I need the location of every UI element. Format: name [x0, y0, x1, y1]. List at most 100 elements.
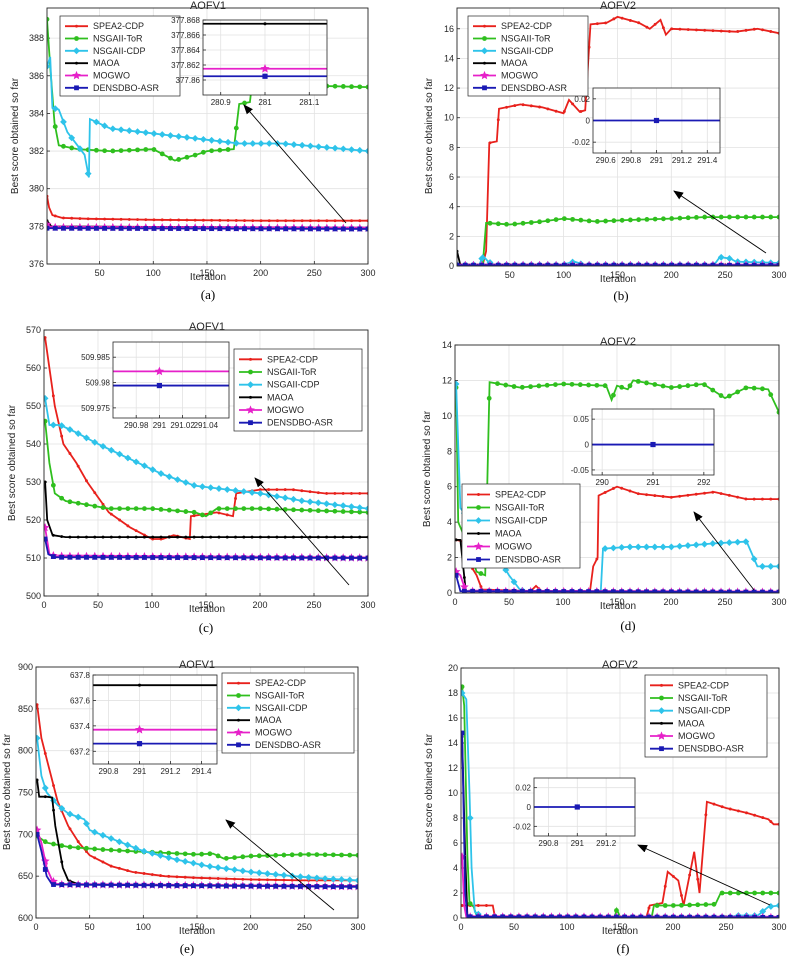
- data-point: [243, 219, 246, 223]
- data-point: [455, 538, 458, 542]
- series-line-nsgaii-tor: [461, 686, 779, 918]
- data-point: [719, 29, 723, 33]
- data-point: [175, 555, 180, 560]
- legend-marker: [249, 357, 252, 361]
- legend-marker: [249, 395, 252, 399]
- data-point: [340, 226, 346, 232]
- data-point: [247, 868, 255, 876]
- data-point: [257, 506, 263, 512]
- data-point: [215, 485, 223, 492]
- data-point: [151, 226, 157, 231]
- data-point: [528, 220, 534, 225]
- x-tick-label: 50: [93, 600, 103, 610]
- data-point: [241, 877, 245, 881]
- y-tick-label: 520: [26, 515, 41, 525]
- inset-data-point: [653, 117, 660, 124]
- data-point: [314, 884, 320, 889]
- x-tick-label: 250: [297, 922, 312, 932]
- y-tick-label: 8: [447, 446, 452, 456]
- data-point: [91, 828, 99, 836]
- data-point: [475, 914, 481, 918]
- data-point: [358, 535, 362, 539]
- data-point: [44, 536, 48, 542]
- data-point: [192, 152, 198, 158]
- data-point: [116, 450, 123, 458]
- data-point: [760, 914, 766, 918]
- data-point: [44, 395, 49, 402]
- data-point: [692, 541, 700, 549]
- data-point: [306, 142, 314, 150]
- data-point: [191, 876, 195, 880]
- data-point: [141, 882, 147, 888]
- data-point: [142, 872, 146, 875]
- data-point: [324, 555, 329, 561]
- y-tick-label: 20: [448, 663, 458, 673]
- data-point: [776, 262, 779, 266]
- legend-label: MAOA: [267, 392, 294, 402]
- data-point: [339, 884, 344, 890]
- data-point: [232, 487, 239, 494]
- data-point: [495, 381, 500, 386]
- data-point: [191, 883, 196, 888]
- data-point: [718, 262, 724, 266]
- data-point: [467, 914, 473, 918]
- axes-frame: [46, 7, 369, 265]
- data-point: [570, 262, 575, 266]
- data-point: [313, 874, 321, 882]
- data-point: [69, 225, 75, 231]
- data-point: [83, 434, 90, 442]
- data-point: [761, 497, 764, 501]
- inset-y-tick-label: 0.05: [573, 415, 589, 424]
- data-point: [107, 446, 115, 454]
- data-point: [226, 218, 230, 222]
- data-point: [117, 506, 122, 511]
- y-tick-label: 600: [18, 913, 33, 923]
- data-point: [461, 904, 464, 907]
- data-point: [703, 902, 709, 907]
- data-point: [134, 529, 138, 533]
- data-point: [347, 852, 353, 858]
- data-point: [355, 884, 358, 890]
- x-tick-label: 50: [509, 922, 519, 932]
- data-point: [725, 539, 733, 546]
- inset-x-tick-label: 291.2: [160, 767, 181, 776]
- y-tick-label: 6: [453, 838, 458, 848]
- data-point: [308, 490, 312, 494]
- data-point: [116, 848, 122, 853]
- zoom-arrow: [637, 844, 771, 906]
- data-point: [669, 495, 673, 499]
- data-point: [165, 854, 173, 862]
- data-point: [242, 535, 246, 539]
- legend-marker: [248, 369, 253, 375]
- data-point: [281, 494, 289, 502]
- y-tick-label: 386: [29, 71, 44, 81]
- x-tick-label: 100: [556, 270, 571, 280]
- data-point: [350, 219, 353, 223]
- y-tick-label: 6: [447, 482, 452, 492]
- data-point: [282, 507, 288, 512]
- data-point: [148, 849, 156, 857]
- data-point: [159, 151, 165, 157]
- data-point: [667, 543, 675, 551]
- data-point: [549, 914, 554, 918]
- inset-x-tick-label: 290: [595, 478, 609, 487]
- data-point: [93, 491, 97, 495]
- legend-marker: [74, 36, 79, 41]
- data-point: [638, 914, 644, 918]
- data-point: [586, 382, 591, 388]
- chart-panel-e: 0 50 100 150 200 250 300 600 650 700 750 800 850 900 A…: [2, 659, 366, 956]
- data-point: [36, 831, 40, 837]
- legend-marker: [248, 420, 253, 426]
- data-point: [273, 492, 281, 500]
- inset-x-tick-label: 290.6: [596, 156, 617, 165]
- x-tick-label: 100: [559, 922, 574, 932]
- inset-x-tick-label: 291.4: [697, 156, 718, 165]
- data-point: [68, 535, 72, 539]
- data-point: [52, 225, 58, 231]
- inset-x-tick-label: 281.1: [299, 98, 320, 107]
- data-point: [602, 589, 608, 593]
- data-point: [157, 852, 164, 859]
- legend-label: SPEA2-CDP: [501, 21, 552, 31]
- data-point: [357, 509, 363, 515]
- data-point: [125, 882, 130, 888]
